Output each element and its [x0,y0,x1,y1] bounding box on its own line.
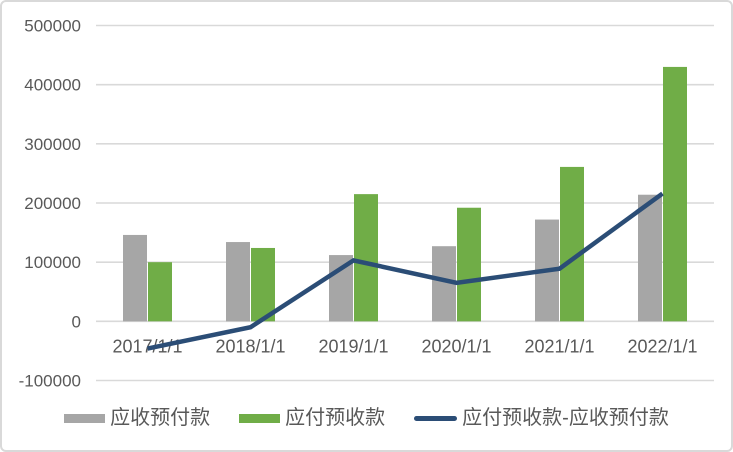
y-axis-tick-label: 500000 [24,17,81,36]
bar-series-2 [148,262,172,322]
legend-label: 应付预收款-应收预付款 [462,407,669,429]
bar-series-2 [560,166,584,322]
combo-chart: -100000 0 100000 200000 300000 400000 500000 20… [19,17,714,391]
chart-legend: 应收预付款 应付预收款 应付预收款-应收预付款 [2,405,731,431]
legend-swatch-bar-green-icon [239,413,281,423]
bar-series-2 [251,247,275,322]
legend-item-bar-series-2: 应付预收款 [239,405,385,431]
legend-swatch-bar-gray-icon [64,413,106,423]
x-axis-tick-label: 2020/1/1 [421,336,491,356]
bar-series-1 [226,242,250,322]
legend-swatch-line-icon [414,415,458,421]
x-axis-tick-label: 2019/1/1 [318,336,388,356]
legend-item-line-series: 应付预收款-应收预付款 [414,405,669,431]
bar-series-1 [638,194,662,322]
y-axis-tick-label: 0 [72,312,81,331]
x-axis-tick-label: 2021/1/1 [524,336,594,356]
bar-series-2 [354,194,378,322]
legend-label: 应收预付款 [110,407,211,429]
y-axis-tick-label: 100000 [24,253,81,272]
legend-item-bar-series-1: 应收预付款 [64,405,210,431]
y-axis-tick-label: 300000 [24,135,81,154]
y-axis-tick-label: 400000 [24,76,81,95]
y-axis-tick-label: 200000 [24,194,81,213]
bar-series-1 [123,234,147,322]
y-axis-tick-label: -100000 [19,372,81,391]
line-series [147,191,664,351]
bar-series-2 [663,66,687,322]
x-axis-tick-label: 2018/1/1 [215,336,285,356]
bar-series-2 [457,207,481,322]
x-axis-tick-label: 2022/1/1 [627,336,697,356]
legend-label: 应付预收款 [285,407,386,429]
